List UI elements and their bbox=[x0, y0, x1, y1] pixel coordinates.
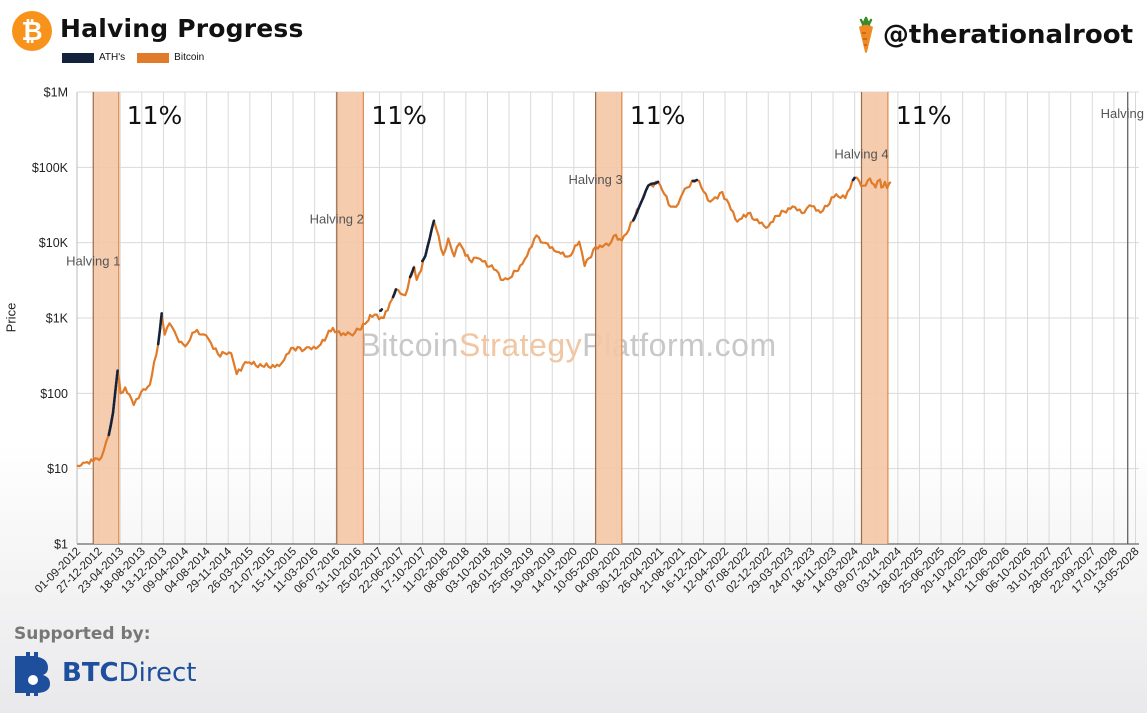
ath-segment bbox=[632, 180, 660, 222]
sponsor-logo[interactable]: BTCDirect bbox=[12, 650, 197, 696]
halving-progress-label: 11% bbox=[630, 101, 686, 130]
halving-label: Halving 2 bbox=[310, 211, 364, 226]
legend-swatch-bitcoin bbox=[137, 52, 170, 63]
legend-item-ath[interactable]: ATH's bbox=[62, 52, 125, 63]
watermark-part: Bitcoin bbox=[359, 327, 459, 363]
halving-band bbox=[93, 92, 119, 544]
halving-progress-label: 11% bbox=[127, 101, 183, 130]
supported-by-label: Supported by: bbox=[14, 624, 151, 644]
halving-label: Halving 5 bbox=[1101, 106, 1147, 121]
watermark-part: Strategy bbox=[459, 327, 582, 363]
legend-label-ath: ATH's bbox=[99, 52, 126, 63]
y-tick-label: $10 bbox=[47, 462, 68, 476]
sponsor-name-rest: Direct bbox=[118, 658, 197, 688]
halving-band bbox=[861, 92, 888, 544]
watermark: BitcoinStrategyPlatform.com bbox=[359, 327, 776, 363]
ath-segment bbox=[391, 288, 398, 299]
legend-label-bitcoin: Bitcoin bbox=[174, 52, 205, 63]
halving-label: Halving 3 bbox=[569, 172, 623, 187]
sponsor-name-bold: BTC bbox=[62, 658, 119, 688]
bitcoin-logo-icon: ₿ bbox=[12, 11, 52, 51]
y-tick-label: $1K bbox=[46, 312, 69, 326]
halving-progress-label: 11% bbox=[371, 101, 427, 130]
ath-segment bbox=[421, 219, 436, 263]
y-tick-label: $1M bbox=[44, 86, 68, 100]
author-handle: @therationalroot bbox=[855, 16, 1133, 54]
y-tick-label: $1 bbox=[54, 538, 68, 552]
halving-band bbox=[595, 92, 622, 544]
page-title: Halving Progress bbox=[60, 14, 304, 43]
y-tick-label: $100K bbox=[32, 161, 69, 175]
ath-segment bbox=[408, 265, 416, 279]
chart-legend: ATH's Bitcoin bbox=[62, 52, 204, 63]
ath-segment bbox=[378, 308, 384, 312]
price-chart: 01-09-201227-12-201223-04-201318-08-2013… bbox=[32, 86, 1147, 596]
author-handle-text: @therationalroot bbox=[882, 20, 1133, 50]
ath-segment bbox=[691, 178, 699, 183]
y-tick-label: $100 bbox=[40, 387, 68, 401]
halving-label: Halving 4 bbox=[834, 147, 888, 162]
ath-segment bbox=[851, 176, 856, 182]
btcdirect-logo-icon bbox=[15, 652, 50, 696]
halving-label: Halving 1 bbox=[66, 253, 120, 268]
y-tick-label: $10K bbox=[39, 236, 69, 250]
ath-segment bbox=[156, 312, 163, 346]
halving-band bbox=[336, 92, 364, 544]
legend-item-bitcoin[interactable]: Bitcoin bbox=[137, 52, 204, 63]
carrot-icon bbox=[858, 16, 873, 53]
legend-swatch-ath bbox=[62, 52, 94, 63]
bitcoin-price-line bbox=[76, 176, 892, 468]
ath-segment bbox=[107, 369, 119, 437]
halving-progress-label: 11% bbox=[896, 101, 952, 130]
sponsor-name: BTCDirect bbox=[62, 658, 197, 688]
